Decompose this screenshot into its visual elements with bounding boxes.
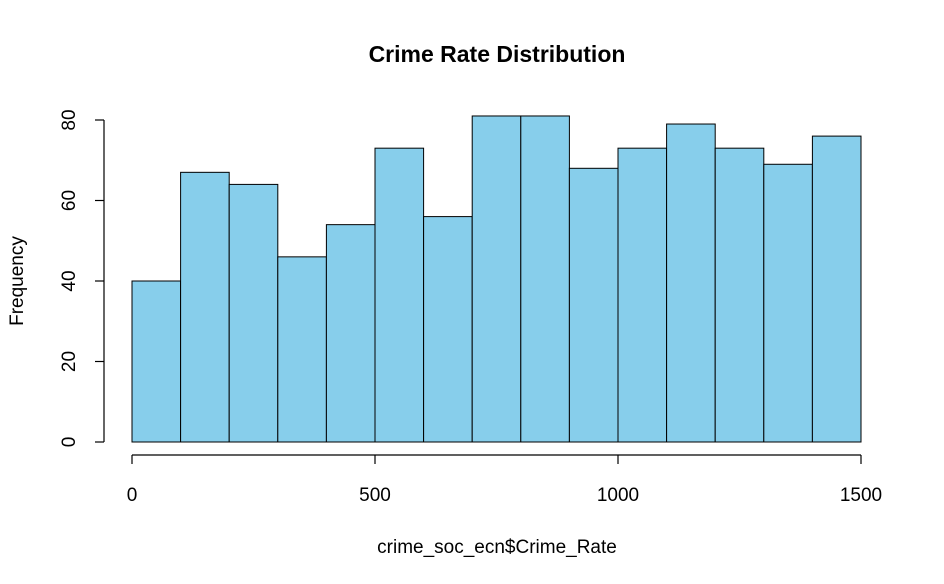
y-tick-label: 80 (59, 109, 80, 130)
y-axis-label: Frequency (7, 236, 28, 326)
histogram-bar (666, 123, 716, 443)
x-tick-label: 500 (359, 485, 391, 506)
histogram-bar (423, 216, 473, 443)
x-axis: 0 500 1000 1500 (127, 454, 882, 506)
histogram-bar (714, 147, 765, 443)
x-tick-label: 1500 (840, 485, 882, 506)
histogram-bar (131, 280, 182, 443)
y-tick-label: 60 (59, 190, 80, 211)
histogram-bar (228, 183, 279, 443)
histogram-bar (325, 224, 376, 443)
histogram-bar (180, 171, 230, 443)
histogram-bar (811, 135, 862, 443)
y-axis: 0 20 40 60 80 (59, 109, 105, 448)
y-tick-label: 20 (59, 351, 80, 372)
x-tick-label: 1000 (597, 485, 639, 506)
histogram-bar (763, 163, 813, 443)
x-axis-label: crime_soc_ecn$Crime_Rate (377, 537, 617, 558)
histogram-bar (568, 167, 619, 443)
y-tick-label: 0 (59, 437, 80, 448)
chart-title: Crime Rate Distribution (369, 41, 626, 67)
histogram-bar (374, 147, 425, 443)
histogram-bar (617, 147, 668, 443)
histogram-bar (277, 256, 327, 443)
bars-group (131, 115, 862, 443)
histogram-bar (471, 115, 522, 443)
histogram-bar (520, 115, 570, 443)
x-tick-label: 0 (127, 485, 138, 506)
y-tick-label: 40 (59, 270, 80, 291)
